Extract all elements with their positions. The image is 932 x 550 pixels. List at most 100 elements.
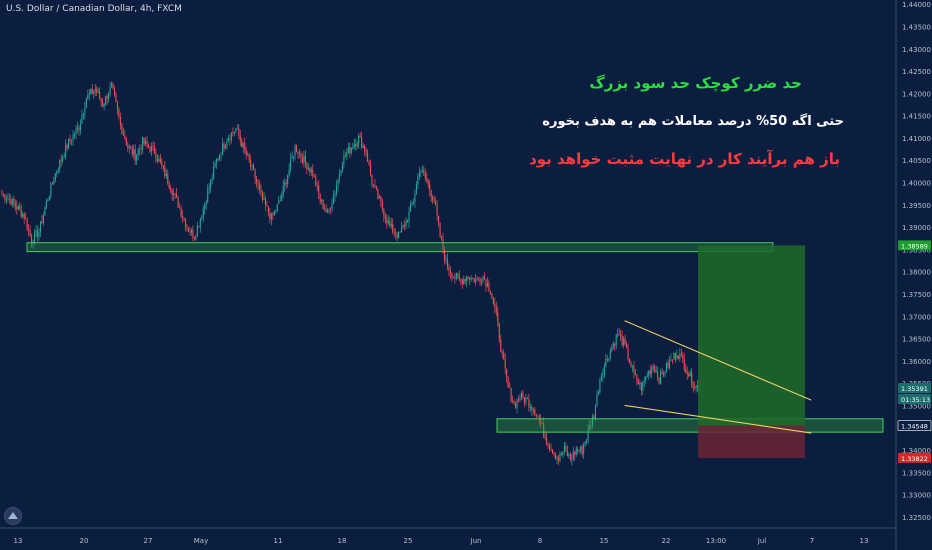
candle-body bbox=[368, 161, 370, 165]
candle-body bbox=[29, 230, 31, 236]
candle-body bbox=[199, 219, 201, 227]
candle-body bbox=[247, 154, 249, 156]
symbol-label[interactable]: U.S. Dollar / Canadian Dollar, 4h, FXCM bbox=[6, 4, 182, 14]
price-tag-background bbox=[897, 420, 932, 431]
candle-body bbox=[300, 153, 302, 158]
candle-body bbox=[309, 168, 311, 173]
candle-body bbox=[566, 450, 568, 456]
candle-body bbox=[261, 191, 264, 200]
candle-body bbox=[177, 196, 179, 208]
candle-body bbox=[384, 216, 386, 219]
candle-body bbox=[402, 225, 404, 228]
candle-body bbox=[257, 182, 259, 186]
candle-body bbox=[485, 279, 487, 287]
candle-body bbox=[446, 258, 449, 267]
candle-body bbox=[457, 273, 459, 276]
candle-body bbox=[76, 127, 79, 129]
candle-body bbox=[608, 358, 610, 360]
candle-body bbox=[590, 425, 592, 427]
annotation-positive-outcome: باز هم برآیند کار در نهایت مثبت خواهد بو… bbox=[529, 150, 840, 168]
candle-body bbox=[127, 145, 129, 148]
candle-body bbox=[587, 429, 589, 440]
candle-body bbox=[600, 376, 602, 380]
candle-body bbox=[330, 208, 332, 210]
candle-body bbox=[615, 334, 617, 346]
candle-body bbox=[13, 198, 15, 204]
candle-body bbox=[322, 199, 324, 209]
candle-body bbox=[207, 189, 209, 203]
price-tag-label: 1.34548 bbox=[901, 423, 928, 431]
x-tick-label: 15 bbox=[600, 537, 609, 545]
candle-body bbox=[673, 353, 675, 360]
candle-body bbox=[220, 154, 222, 156]
y-tick-label: 1.42500 bbox=[902, 68, 931, 76]
candle-body bbox=[454, 277, 456, 279]
candle-body bbox=[686, 372, 688, 374]
candle-body bbox=[417, 176, 419, 185]
candle-body bbox=[411, 203, 413, 205]
candle-body bbox=[11, 198, 13, 206]
candle-body bbox=[630, 362, 632, 367]
candle-body bbox=[47, 199, 49, 201]
candle-body bbox=[293, 155, 295, 157]
candle-body bbox=[45, 200, 47, 208]
candle-body bbox=[50, 183, 52, 197]
candle-body bbox=[25, 218, 27, 220]
tradingview-logo-icon[interactable] bbox=[4, 507, 22, 525]
candle-body bbox=[398, 231, 400, 238]
candle-body bbox=[59, 159, 61, 170]
candle-body bbox=[390, 224, 392, 227]
candle-body bbox=[435, 201, 437, 206]
candle-body bbox=[97, 91, 99, 93]
candle-body bbox=[596, 393, 598, 406]
candle-body bbox=[611, 348, 613, 351]
y-tick-label: 1.34000 bbox=[902, 447, 931, 455]
candle-body bbox=[267, 206, 269, 213]
candle-body bbox=[290, 158, 292, 170]
candle-body bbox=[523, 397, 525, 403]
annotation-small-stop-big-profit: حد ضرر کوچک حد سود بزرگ bbox=[589, 74, 802, 92]
candle-body bbox=[100, 98, 102, 103]
candle-body bbox=[266, 204, 268, 207]
candle-body bbox=[99, 91, 101, 99]
price-tag-label: 1.35391 bbox=[901, 385, 928, 393]
candle-body bbox=[452, 277, 454, 279]
y-tick-label: 1.37000 bbox=[902, 313, 931, 321]
candle-body bbox=[648, 370, 650, 376]
candle-body bbox=[159, 158, 161, 163]
candle-body bbox=[254, 169, 256, 179]
candle-body bbox=[2, 193, 5, 195]
candle-body bbox=[497, 311, 499, 323]
candle-body bbox=[221, 143, 224, 155]
candle-body bbox=[620, 334, 622, 336]
candle-body bbox=[550, 448, 552, 450]
candle-body bbox=[682, 354, 684, 360]
candle-body bbox=[28, 229, 30, 231]
candle-body bbox=[460, 278, 462, 281]
candle-body bbox=[369, 164, 372, 175]
candle-body bbox=[63, 156, 65, 158]
candle-body bbox=[355, 144, 357, 147]
candle-body bbox=[614, 343, 616, 346]
candle-body bbox=[93, 91, 95, 94]
candle-body bbox=[145, 140, 147, 144]
candle-body bbox=[586, 439, 588, 442]
y-tick-label: 1.41000 bbox=[902, 135, 931, 143]
y-tick-label: 1.32500 bbox=[902, 514, 931, 522]
candle-body bbox=[91, 88, 93, 94]
candle-body bbox=[36, 230, 39, 238]
candle-body bbox=[623, 338, 625, 345]
candle-body bbox=[214, 163, 216, 167]
upper-trendline bbox=[624, 320, 812, 401]
support-zone bbox=[496, 418, 884, 433]
y-tick-label: 1.41500 bbox=[902, 113, 931, 121]
candle-body bbox=[572, 451, 574, 460]
candle-body bbox=[578, 450, 580, 452]
candle-body bbox=[116, 102, 118, 110]
candle-body bbox=[328, 208, 330, 210]
candle-body bbox=[183, 217, 185, 220]
candle-body bbox=[636, 375, 638, 382]
candle-body bbox=[421, 170, 423, 173]
candle-body bbox=[331, 203, 333, 209]
